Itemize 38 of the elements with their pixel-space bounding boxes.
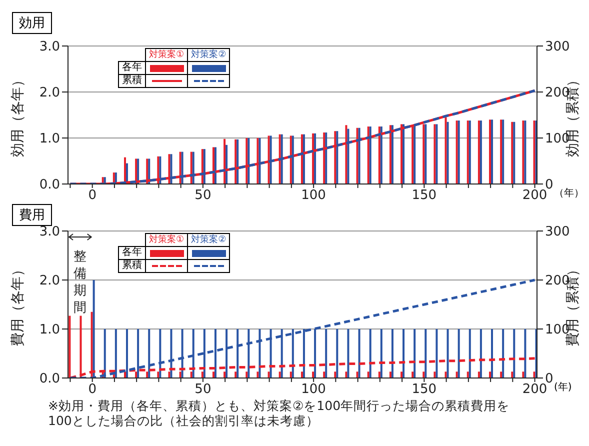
annotation: 整備期間	[74, 249, 87, 316]
x-tick-label: 150	[412, 382, 437, 398]
chart-title: 費用	[12, 204, 52, 226]
text: 対策案②	[191, 235, 226, 245]
text: ※効用・費用（各年、累積）とも、対策案②を100年間行った場合の累積費用を100とした場合の比（社会的割引率は未考慮）	[48, 398, 511, 428]
y-tick-label: 1.0	[39, 322, 60, 338]
x-tick-label: 100	[301, 188, 326, 204]
annotation: 各年	[118, 62, 146, 74]
x-tick-label: 150	[412, 188, 437, 204]
y-tick-label: 0.0	[39, 178, 60, 193]
x-tick-label: 200	[522, 382, 548, 398]
annotation: 累積	[118, 260, 146, 272]
y2-tick-label: 300	[545, 40, 570, 55]
x-tick-label: 100	[301, 382, 326, 398]
x-tick-label: 50	[194, 382, 212, 398]
y-tick-label: 2.0	[39, 86, 60, 101]
x-tick-label: 0	[88, 188, 96, 204]
y2-tick-label: 0	[545, 178, 554, 193]
text: 対策案②	[191, 50, 226, 60]
x-axis-title: (年)	[554, 381, 572, 394]
x-tick-label: 0	[88, 382, 96, 398]
chart-title: 効用	[12, 12, 52, 34]
y-axis-title: 効用（各年）	[10, 73, 26, 157]
x-tick-label: 50	[194, 188, 212, 204]
text: 対策案①	[149, 235, 184, 245]
y2-tick-label: 0	[545, 372, 554, 387]
y-tick-label: 3.0	[39, 224, 60, 240]
y-tick-label: 2.0	[39, 274, 60, 289]
x-tick-label: 200	[522, 188, 548, 204]
x-axis-title: （年）	[554, 187, 584, 200]
y-tick-label: 0.0	[39, 372, 60, 387]
y-tick-label: 1.0	[39, 132, 60, 147]
annotation: 各年	[118, 246, 146, 260]
annotation: 累積	[118, 74, 146, 88]
y-tick-label: 3.0	[39, 40, 60, 55]
text: 対策案①	[149, 50, 184, 60]
y-axis-title: 費用（各年）	[10, 262, 26, 346]
y2-tick-label: 300	[545, 224, 570, 240]
